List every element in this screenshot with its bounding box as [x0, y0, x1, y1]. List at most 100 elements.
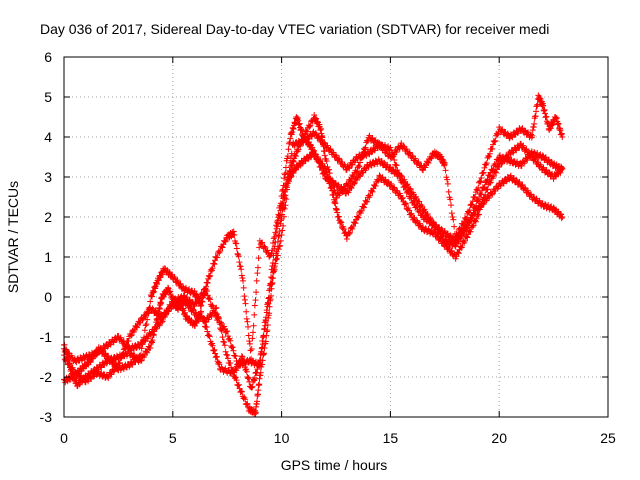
data-point [346, 165, 353, 172]
data-point [531, 120, 538, 127]
data-point [224, 355, 231, 362]
data-point [270, 235, 277, 242]
data-point [251, 375, 258, 382]
data-point [315, 159, 322, 166]
data-point [422, 164, 429, 171]
data-point [280, 222, 287, 229]
data-point [472, 203, 479, 210]
data-point [213, 353, 220, 360]
data-point [286, 169, 293, 176]
data-point [347, 184, 354, 191]
data-point [156, 322, 163, 329]
data-point [281, 205, 288, 212]
data-point [198, 308, 205, 315]
data-point [467, 216, 474, 223]
data-point [510, 157, 517, 164]
data-point [238, 388, 245, 395]
data-point [465, 219, 472, 226]
data-point [416, 206, 423, 213]
data-point [379, 174, 386, 181]
data-point [419, 210, 426, 217]
data-point [179, 283, 186, 290]
data-point [338, 219, 345, 226]
data-point [473, 186, 480, 193]
data-point [267, 281, 274, 288]
data-point [262, 322, 269, 329]
data-point [410, 198, 417, 205]
data-point [261, 243, 268, 250]
data-point [451, 223, 458, 230]
data-point [286, 140, 293, 147]
data-point [224, 352, 231, 359]
data-point [407, 186, 414, 193]
data-point [503, 178, 510, 185]
data-point [246, 338, 253, 345]
data-point [335, 213, 342, 220]
data-point [110, 358, 117, 365]
data-point [486, 180, 493, 187]
data-point [197, 295, 203, 302]
data-point [413, 217, 420, 224]
data-point [351, 219, 358, 226]
data-point [277, 242, 284, 249]
data-point [458, 235, 465, 242]
data-point [241, 293, 248, 300]
data-point [245, 374, 252, 381]
data-point [211, 261, 218, 268]
data-point [390, 153, 397, 160]
data-point [255, 255, 262, 262]
data-point [305, 156, 312, 163]
data-point [259, 341, 266, 348]
data-point [247, 347, 254, 354]
data-point [217, 319, 224, 326]
data-point [409, 152, 416, 159]
data-point [542, 154, 549, 161]
data-point [244, 400, 251, 407]
data-point [430, 220, 437, 227]
data-point [236, 259, 243, 266]
data-point [159, 318, 166, 325]
data-point [384, 161, 391, 168]
data-point [117, 334, 124, 341]
data-point [283, 196, 290, 203]
data-point [223, 351, 230, 358]
x-tick-label: 20 [491, 430, 507, 446]
data-point [207, 272, 214, 279]
data-point [321, 139, 328, 146]
y-tick-label: -1 [40, 329, 53, 345]
data-point [287, 159, 294, 166]
data-point [558, 215, 565, 222]
data-point [521, 184, 528, 191]
data-point [264, 303, 271, 310]
data-point [399, 194, 406, 201]
data-point [393, 162, 400, 169]
data-point [256, 244, 263, 251]
y-tick-label: 5 [44, 89, 52, 105]
x-tick-label: 15 [383, 430, 399, 446]
data-point [201, 318, 208, 325]
data-point [217, 247, 224, 254]
data-point [229, 344, 236, 351]
data-point [134, 357, 141, 364]
data-point [524, 187, 531, 194]
data-point [152, 307, 159, 314]
x-tick-label: 0 [60, 430, 68, 446]
y-tick-label: 6 [44, 49, 52, 65]
data-point [263, 309, 270, 316]
data-point [203, 288, 210, 295]
data-point [222, 238, 229, 245]
data-point [445, 244, 452, 251]
data-point [166, 288, 173, 295]
data-point [253, 289, 260, 296]
data-point [141, 338, 148, 345]
data-point [273, 255, 280, 262]
data-point [287, 154, 294, 161]
data-point [548, 158, 555, 165]
data-point [276, 212, 283, 219]
data-point [281, 175, 288, 182]
data-point [491, 138, 498, 145]
data-point [389, 166, 396, 173]
data-point [252, 297, 259, 304]
data-point [214, 254, 221, 261]
data-point [486, 173, 493, 180]
